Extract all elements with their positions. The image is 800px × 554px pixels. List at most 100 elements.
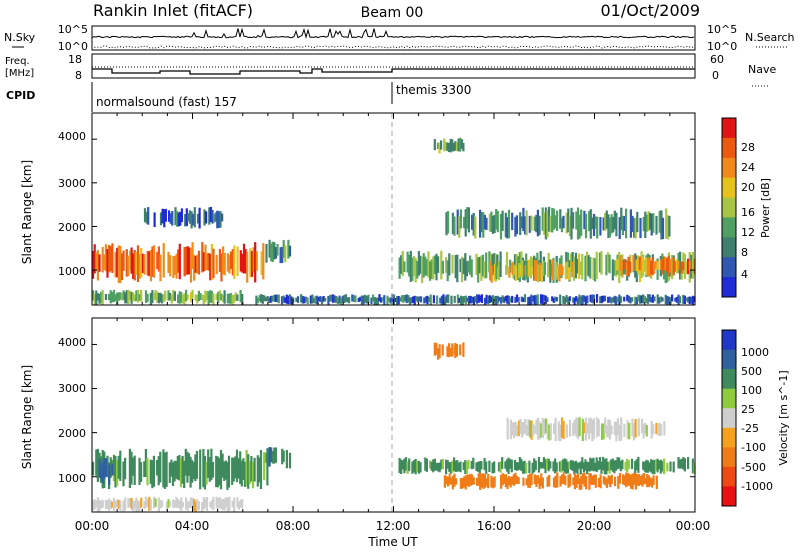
power-echo-strip [481,254,485,277]
power-echo-strip [499,297,503,304]
power-echo-strip [643,296,646,302]
power-echo-strip [181,294,184,304]
vel-echo-strip [207,449,210,478]
power-echo-strip [206,253,209,270]
colorbar-swatch [722,369,736,390]
vel-echo-strip [602,423,605,440]
power-echo-strip [312,297,316,304]
power-echo-strip [197,290,200,302]
power-echo-strip [546,209,549,238]
power-echo-strip [485,294,488,304]
power-echo-strip [691,295,694,305]
vel-echo-strip [528,473,532,488]
power-echo-strip [95,252,98,272]
power-echo-strip [485,217,488,230]
power-cbar-tick-16: 16 [741,206,755,219]
power-echo-strip [430,259,433,279]
power-echo-strip [173,291,176,301]
power-echo-strip [530,215,533,231]
vel-echo-strip [225,497,228,508]
vel-echo-strip [517,462,520,471]
power-echo-strip [111,243,114,273]
power-echo-strip [120,253,124,280]
vel-echo-strip [144,449,147,477]
vel-echo-strip [119,500,122,512]
power-echo-strip [415,296,418,302]
power-echo-strip [412,255,416,276]
time-tick-0400: 04:00 [175,519,210,533]
vel-echo-strip [580,475,583,490]
power-echo-strip [472,296,475,305]
vel-echo-strip [588,473,591,490]
vel-echo-strip [687,456,690,469]
power-echo-strip [98,254,101,272]
vel-echo-strip [151,460,154,489]
power-echo-strip [400,255,403,274]
vel-echo-strip [633,472,636,485]
vel-echo-strip [677,457,680,469]
colorbar-swatch [722,137,736,159]
vel-echo-strip [448,473,451,485]
power-echo-strip [624,259,627,270]
vel-echo-strip [616,457,619,470]
vel-echo-strip [541,418,544,439]
power-echo-strip [539,294,543,304]
power-echo-strip [146,293,149,302]
vel-echo-strip [100,500,103,509]
vel-echo-strip [642,472,646,485]
vel-echo-strip [627,460,630,470]
power-echo-strip [296,296,300,303]
power-echo-strip [112,289,115,303]
power-echo-strip [399,297,402,302]
power-echo-strip [479,209,482,238]
power-echo-strip [674,297,677,302]
power-cbar-tick-20: 20 [741,181,755,194]
vel-echo-strip [111,501,114,508]
vel-echo-strip [122,500,125,512]
vel-echo-strip [211,462,215,478]
power-echo-strip [109,246,112,272]
power-echo-strip [456,254,459,283]
time-tick-2400: 00:00 [676,519,711,533]
vel-echo-strip [574,460,577,473]
power-echo-strip [188,210,192,224]
vel-echo-strip [149,459,152,484]
power-echo-strip [324,297,327,302]
power-echo-strip [491,254,494,276]
power-echo-strip [587,255,590,277]
vel-echo-strip [221,499,225,511]
power-echo-strip [469,255,472,275]
power-echo-strip [201,242,204,273]
vel-echo-strip [475,462,478,471]
vel-echo-strip [459,461,462,473]
power-echo-strip [666,295,669,305]
vel-echo-strip [682,457,685,470]
vel-echo-strip [184,448,187,476]
power-echo-strip [573,297,576,305]
velocity-colorbar: 1000 500 100 25 -25 -100 -500 -1000 Velo… [721,329,790,507]
vel-echo-strip [469,473,472,486]
power-echo-strip [254,242,257,283]
vel-echo-strip [412,460,416,473]
power-echo-strip [191,242,194,269]
power-echo-strip [300,294,303,303]
power-echo-strip [456,294,459,304]
power-echo-strip [239,289,242,303]
power-ylabel: Slant Range [km] [20,160,34,264]
vel-echo-strip [416,460,419,472]
power-echo-strip [505,251,509,275]
vel-echo-strip [185,497,188,510]
power-echo-strip [250,250,254,277]
power-echo-strip [233,294,236,303]
power-echo-strip [600,251,603,275]
power-echo-strip [567,297,570,305]
power-echo-strip [327,296,330,305]
power-echo-strip [419,255,422,274]
vel-echo-strip [561,474,564,485]
colorbar-swatch [722,177,736,199]
power-echo-strip [583,295,586,302]
power-echo-strip [228,293,231,304]
power-echo-strip [272,295,276,302]
vel-echo-strip [637,418,640,437]
power-cbar-tick-8: 8 [741,246,748,259]
